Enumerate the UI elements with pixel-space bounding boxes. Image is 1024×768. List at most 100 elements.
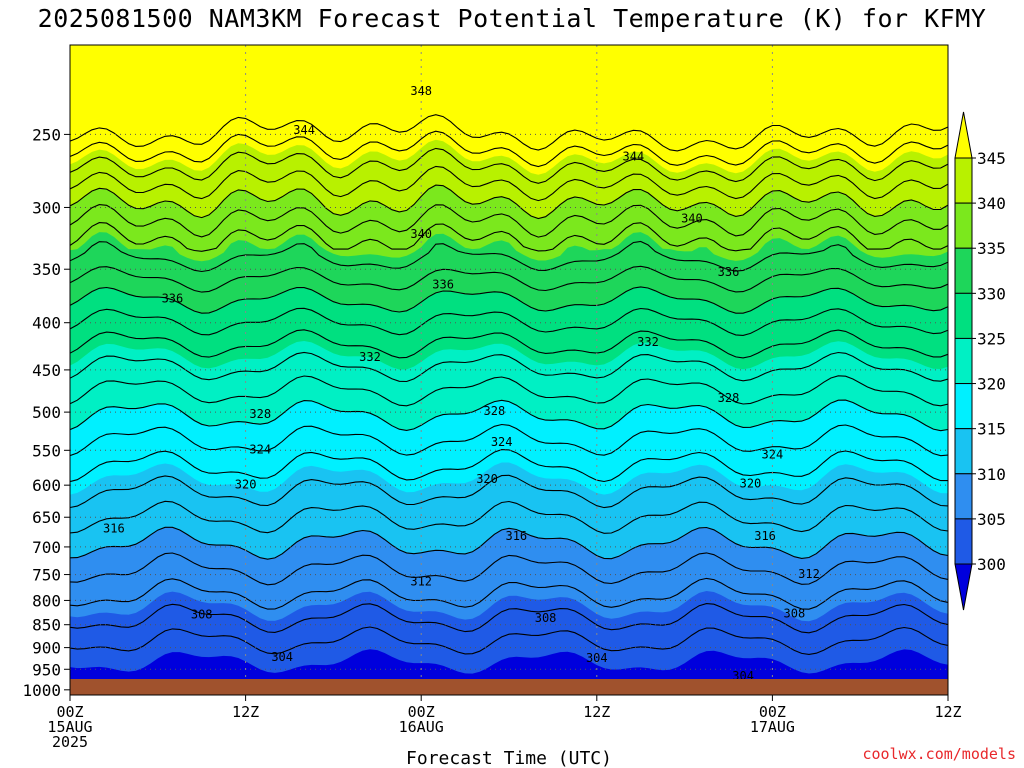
x-tick-48: 00Z 17AUG <box>750 703 795 736</box>
y-axis: 1000 950 900 850 800 750 700 650 600 550 500 450 400… <box>22 125 70 700</box>
contour-322 <box>70 375 948 407</box>
x-tick-12: 12Z <box>232 703 259 721</box>
colorbar-segment <box>954 337 973 385</box>
contour-336 <box>70 222 948 252</box>
y-tick-250: 250 <box>32 125 61 144</box>
contour-label-316: 316 <box>754 529 776 543</box>
contour-label-344: 344 <box>293 123 315 137</box>
colorbar-label-310: 310 <box>977 465 1006 484</box>
contour-label-308: 308 <box>535 611 557 625</box>
contour-label-324: 324 <box>762 447 784 461</box>
x-axis-label: Forecast Time (UTC) <box>406 748 612 768</box>
contour-label-312: 312 <box>410 574 432 588</box>
contour-label-340: 340 <box>410 227 432 241</box>
y-tick-850: 850 <box>32 616 61 635</box>
contour-label-328: 328 <box>484 404 506 418</box>
y-tick-900: 900 <box>32 639 61 658</box>
contour-304 <box>70 603 948 634</box>
colorbar-label-305: 305 <box>977 510 1006 529</box>
colorbar-label-300: 300 <box>977 555 1006 574</box>
contour-label-320: 320 <box>740 477 762 491</box>
x-axis: 00Z 15AUG 2025 12Z 00Z 16AUG 12Z 00Z 17AUG 12Z <box>47 695 962 751</box>
colorbar-min-arrow <box>954 563 973 611</box>
colorbar-segment <box>954 428 973 475</box>
colorbar-label-345: 345 <box>977 149 1006 168</box>
x-tick-0: 00Z 15AUG 2025 <box>47 703 92 751</box>
y-tick-650: 650 <box>32 508 61 527</box>
contour-label-304: 304 <box>271 650 293 664</box>
y-tick-450: 450 <box>32 361 61 380</box>
contour-308 <box>70 552 948 586</box>
contour-label-340: 340 <box>681 211 703 225</box>
contour-label-308: 308 <box>784 606 806 620</box>
contour-label-324: 324 <box>491 435 513 449</box>
contour-label-348: 348 <box>410 84 432 98</box>
contour-314 <box>70 474 948 509</box>
y-tick-1000: 1000 <box>22 681 61 700</box>
contour-label-320: 320 <box>235 477 257 491</box>
contour-348 <box>70 114 948 152</box>
colorbar-label-330: 330 <box>977 284 1006 303</box>
y-tick-700: 700 <box>32 538 61 557</box>
contour-label-316: 316 <box>505 529 527 543</box>
colorbar-segment <box>954 383 973 430</box>
x-tick-60: 12Z <box>934 703 961 721</box>
contour-label-336: 336 <box>718 265 740 279</box>
colorbar-segment <box>954 292 973 339</box>
y-tick-550: 550 <box>32 441 61 460</box>
x-tick-36: 12Z <box>583 703 610 721</box>
y-tick-800: 800 <box>32 591 61 610</box>
contour-312 <box>70 500 948 534</box>
contour-332 <box>70 265 948 293</box>
contour-label-308: 308 <box>191 608 213 622</box>
contour-318 <box>70 423 948 457</box>
colorbar-segment <box>954 518 973 565</box>
contour-label-336: 336 <box>162 291 184 305</box>
y-tick-600: 600 <box>32 476 61 495</box>
contour-310 <box>70 526 948 560</box>
credit-link[interactable]: coolwx.com/models <box>862 745 1016 763</box>
y-tick-750: 750 <box>32 566 61 585</box>
contour-label-332: 332 <box>359 350 381 364</box>
colorbar-segment <box>954 473 973 520</box>
contour-326 <box>70 329 948 359</box>
colorbar-segment <box>954 247 973 294</box>
colorbar-max-arrow <box>954 111 973 159</box>
terrain-strip <box>70 679 948 695</box>
colorbar-segment <box>954 202 973 249</box>
contour-302 <box>70 626 948 655</box>
contour-label-304: 304 <box>586 651 608 665</box>
contour-338 <box>70 204 948 238</box>
colorbar-label-320: 320 <box>977 375 1006 394</box>
contour-346 <box>70 130 948 168</box>
contour-label-328: 328 <box>249 407 271 421</box>
contour-label-324: 324 <box>249 442 271 456</box>
colorbar: 345 340 335 330 325 320 315 310 305 300 <box>954 111 1006 611</box>
contour-label-320: 320 <box>476 472 498 486</box>
x-tick-24: 00Z 16AUG <box>399 703 444 736</box>
contour-342 <box>70 165 948 202</box>
contour-label-344: 344 <box>623 150 645 164</box>
page-title: 2025081500 NAM3KM Forecast Potential Tem… <box>37 4 987 33</box>
contour-label-332: 332 <box>637 335 659 349</box>
shaded-bands <box>70 45 948 695</box>
colorbar-label-325: 325 <box>977 329 1006 348</box>
contour-label-328: 328 <box>718 391 740 405</box>
contour-316 <box>70 449 948 483</box>
contour-320 <box>70 399 948 432</box>
y-tick-300: 300 <box>32 198 61 217</box>
contour-lines <box>70 114 948 655</box>
contour-334 <box>70 240 948 273</box>
y-tick-500: 500 <box>32 403 61 422</box>
contour-330 <box>70 286 948 314</box>
contour-340 <box>70 184 948 220</box>
contour-label-336: 336 <box>432 277 454 291</box>
y-tick-350: 350 <box>32 260 61 279</box>
colorbar-label-340: 340 <box>977 194 1006 213</box>
contour-label-316: 316 <box>103 522 125 536</box>
colorbar-label-315: 315 <box>977 420 1006 439</box>
contour-label-312: 312 <box>798 567 820 581</box>
y-tick-400: 400 <box>32 314 61 333</box>
